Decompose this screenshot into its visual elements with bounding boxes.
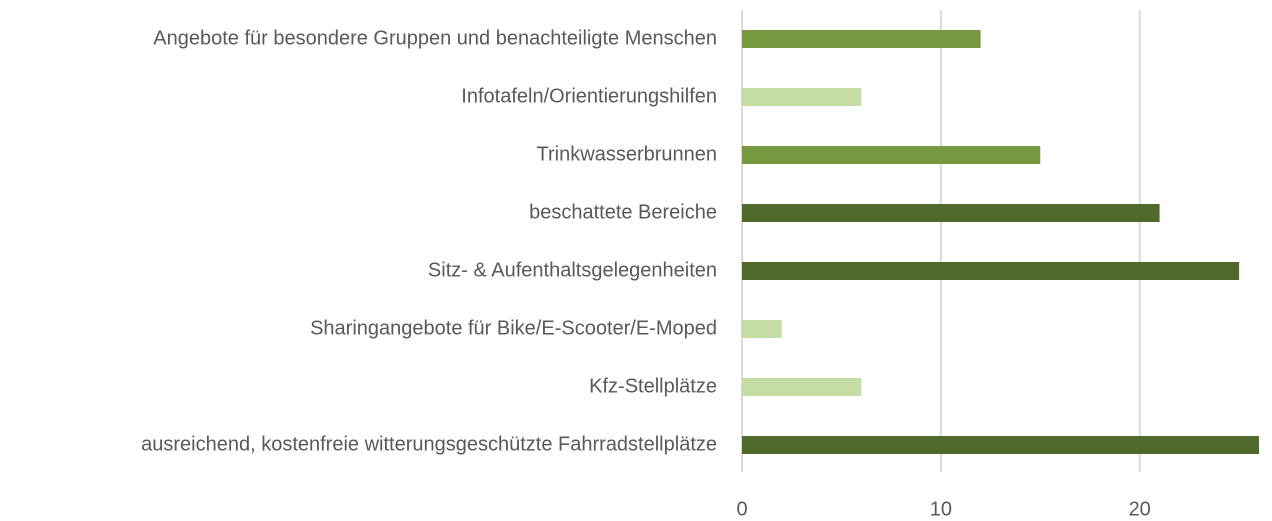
category-label: Sitz- & Aufenthaltsgelegenheiten bbox=[428, 259, 717, 281]
bar bbox=[742, 88, 862, 106]
category-label: beschattete Bereiche bbox=[529, 201, 717, 223]
category-label: Infotafeln/Orientierungshilfen bbox=[461, 85, 717, 107]
x-tick-label: 0 bbox=[736, 498, 747, 520]
bar bbox=[742, 146, 1041, 164]
x-tick-label: 20 bbox=[1129, 498, 1151, 520]
category-label: Kfz-Stellplätze bbox=[589, 375, 717, 397]
bar bbox=[742, 436, 1259, 454]
category-label: Sharingangebote für Bike/E-Scooter/E-Mop… bbox=[310, 317, 717, 339]
bar bbox=[742, 378, 862, 396]
category-label: Trinkwasserbrunnen bbox=[537, 143, 717, 165]
bar bbox=[742, 30, 981, 48]
bar bbox=[742, 320, 782, 338]
category-label: ausreichend, kostenfreie witterungsgesch… bbox=[141, 433, 717, 455]
bar bbox=[742, 262, 1240, 280]
bar bbox=[742, 204, 1160, 222]
x-tick-label: 10 bbox=[930, 498, 952, 520]
category-label: Angebote für besondere Gruppen und benac… bbox=[153, 27, 717, 49]
